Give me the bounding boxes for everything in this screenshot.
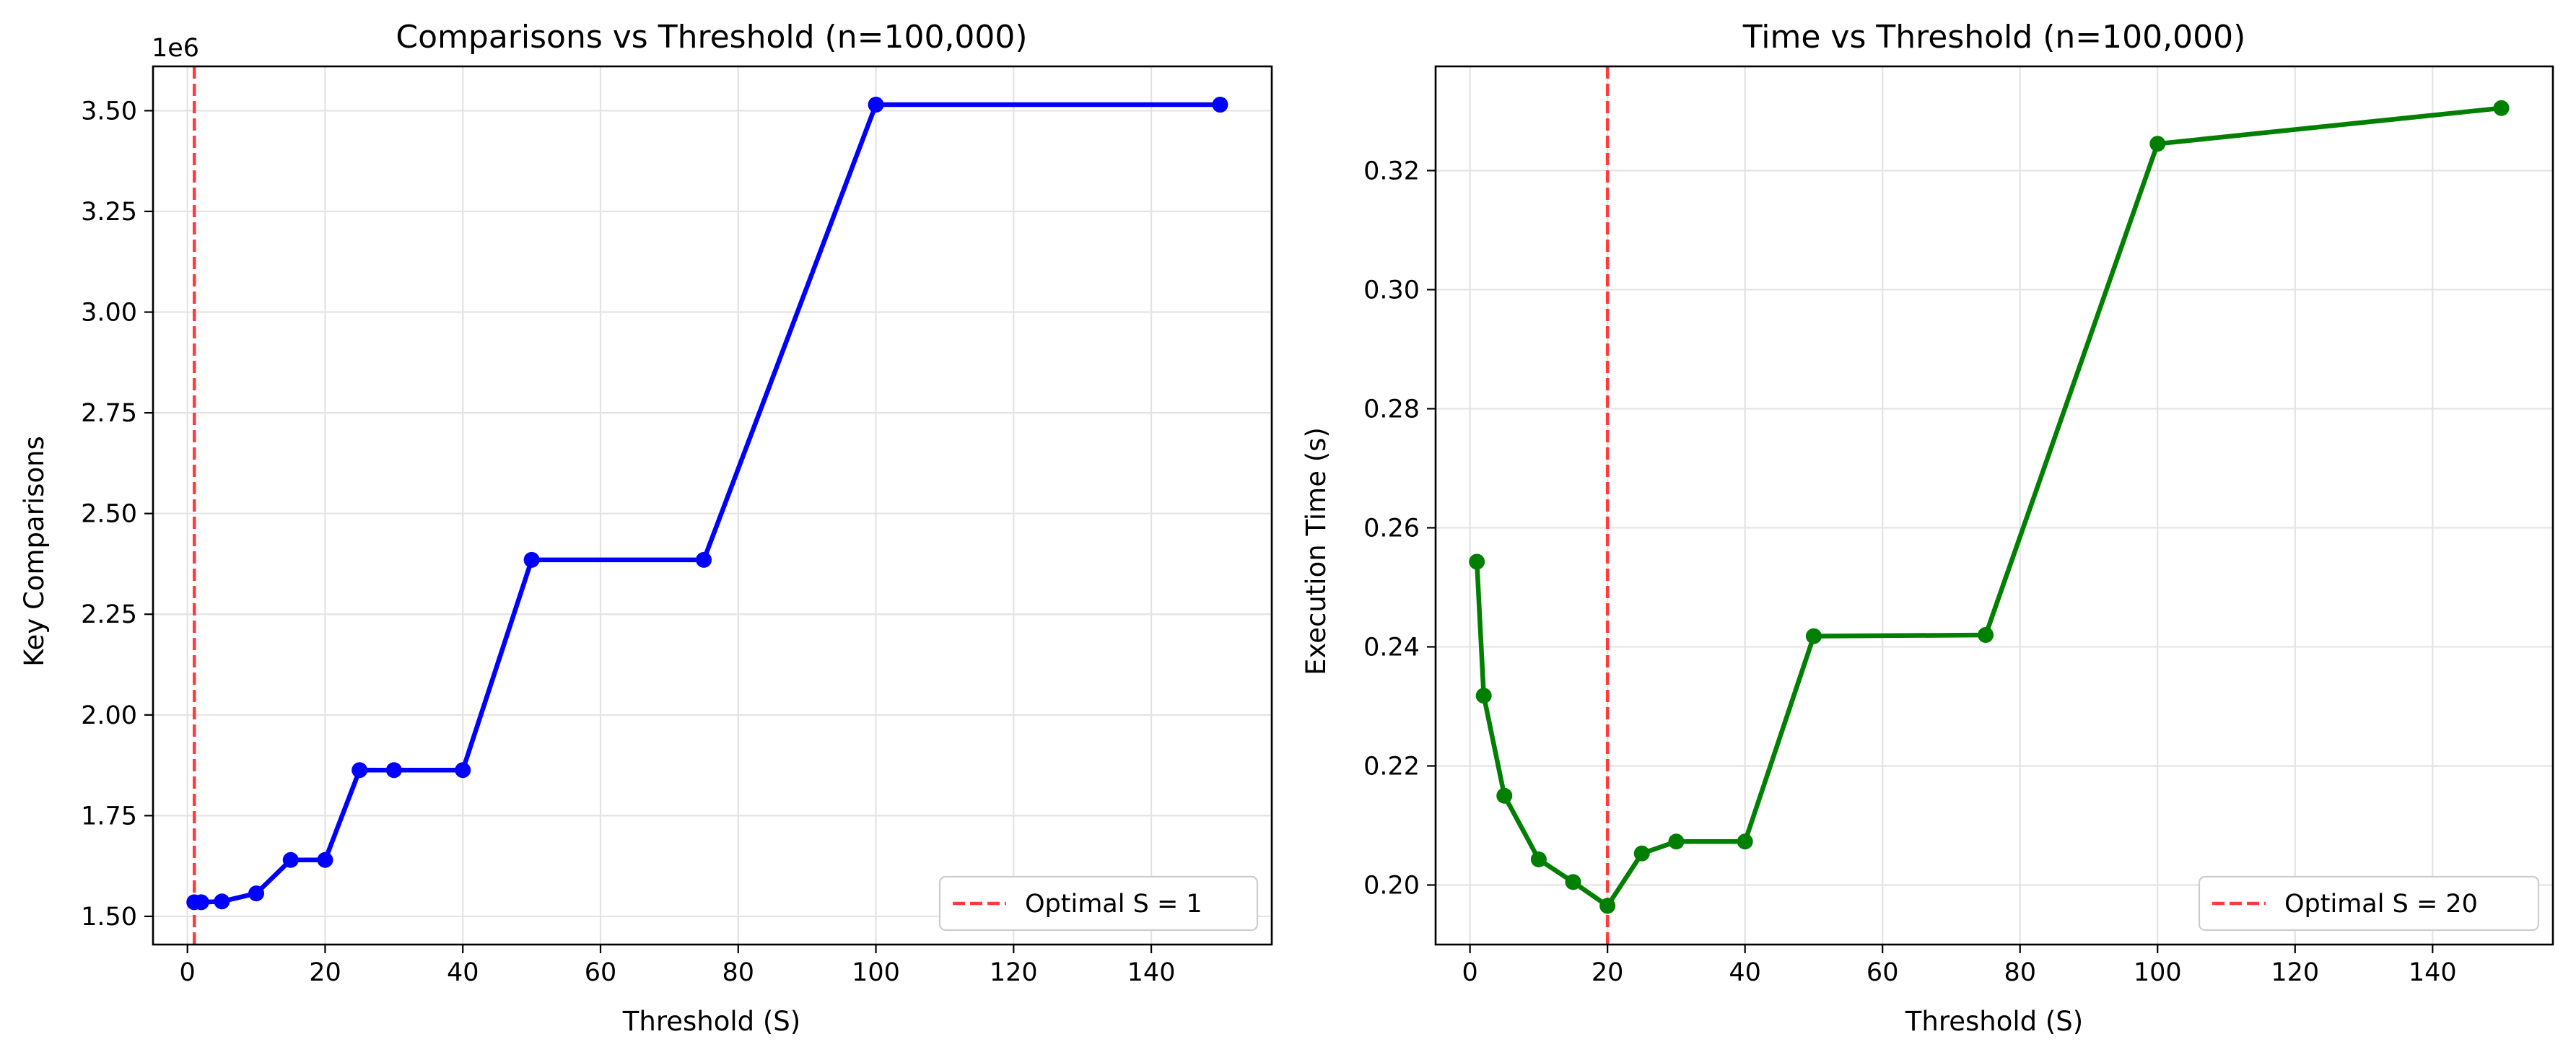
legend-box: [2198, 875, 2540, 932]
chart-title: Comparisons vs Threshold (n=100,000): [396, 19, 1027, 56]
plot-area: 0 20 40 60 80 100 120 140 1.50 1.75 2.00 2.25 2.50 2.…: [81, 65, 1273, 987]
x-tick-label: 0: [180, 958, 196, 987]
x-tick-label: 120: [990, 958, 1038, 987]
plot-area: 0 20 40 60 80 100 120 140 0.20 0.22 0.24 0.26 0.28 0.…: [1363, 65, 2554, 987]
y-axis-offset-label: 1e6: [152, 34, 199, 63]
x-axis-label: Threshold (S): [1905, 1006, 2083, 1037]
x-tick-label: 60: [1866, 958, 1899, 987]
y-tick-label: 2.75: [81, 399, 137, 428]
data-point: [1737, 833, 1753, 850]
legend-label: Optimal S = 20: [2284, 890, 2478, 919]
x-tick-label: 140: [1127, 958, 1176, 987]
chart-title: Time vs Threshold (n=100,000): [1742, 19, 2245, 56]
y-tick-label: 1.50: [81, 903, 137, 932]
x-axis-label: Threshold (S): [622, 1006, 800, 1037]
data-point: [1475, 688, 1492, 704]
y-tick-label: 2.50: [81, 500, 137, 529]
data-point: [248, 885, 265, 902]
x-tick-label: 20: [309, 958, 341, 987]
y-tick-label: 3.25: [81, 198, 137, 227]
y-axis-label: Key Comparisons: [19, 436, 50, 667]
y-tick-label: 1.75: [81, 802, 137, 831]
x-tick-label: 80: [2004, 958, 2036, 987]
data-point: [2493, 100, 2510, 116]
x-tick-label: 100: [2134, 958, 2182, 987]
data-point: [214, 893, 230, 910]
data-point: [1530, 851, 1547, 868]
y-tick-label: 0.30: [1363, 276, 1420, 305]
data-point: [2149, 136, 2166, 152]
y-tick-label: 3.00: [81, 299, 137, 328]
x-tick-label: 80: [722, 958, 754, 987]
x-tick-label: 120: [2271, 958, 2319, 987]
y-tick-label: 2.00: [81, 701, 137, 730]
y-axis-label: Execution Time (s): [1301, 427, 1332, 675]
data-point: [282, 851, 299, 868]
data-point: [385, 762, 402, 779]
data-point: [1805, 628, 1822, 644]
x-tick-label: 20: [1592, 958, 1624, 987]
y-tick-label: 0.22: [1363, 752, 1420, 781]
y-tick-label: 2.25: [81, 600, 137, 629]
x-tick-label: 60: [585, 958, 617, 987]
data-point: [455, 762, 471, 779]
data-point: [317, 851, 333, 868]
data-point: [193, 894, 209, 911]
time-chart: Time vs Threshold (n=100,000) Threshold …: [1301, 19, 2554, 1037]
data-point: [1496, 787, 1513, 804]
x-tick-label: 40: [1729, 958, 1761, 987]
data-point: [696, 551, 712, 568]
axes-frame: [1434, 65, 2554, 946]
data-point: [1565, 874, 1581, 890]
data-point: [1668, 833, 1685, 850]
y-tick-label: 0.26: [1363, 514, 1420, 543]
x-tick-label: 100: [852, 958, 900, 987]
data-point: [1633, 845, 1650, 862]
data-point: [1978, 626, 1994, 643]
data-point: [1469, 553, 1485, 570]
x-tick-label: 0: [1462, 958, 1477, 987]
x-tick-label: 140: [2409, 958, 2457, 987]
axes-frame: [152, 65, 1273, 946]
x-tick-label: 40: [447, 958, 479, 987]
data-point: [523, 551, 540, 568]
y-tick-label: 0.32: [1363, 157, 1420, 185]
data-point: [1212, 97, 1228, 113]
y-tick-label: 0.24: [1363, 633, 1420, 662]
legend-box: [938, 875, 1259, 932]
data-point: [868, 97, 884, 113]
comparisons-chart: Comparisons vs Threshold (n=100,000) Thr…: [19, 19, 1273, 1037]
y-tick-label: 0.20: [1363, 871, 1420, 900]
legend-label: Optimal S = 1: [1025, 890, 1202, 919]
data-point: [1599, 898, 1616, 914]
data-point: [352, 762, 368, 779]
y-tick-label: 3.50: [81, 97, 137, 126]
y-tick-label: 0.28: [1363, 395, 1420, 424]
